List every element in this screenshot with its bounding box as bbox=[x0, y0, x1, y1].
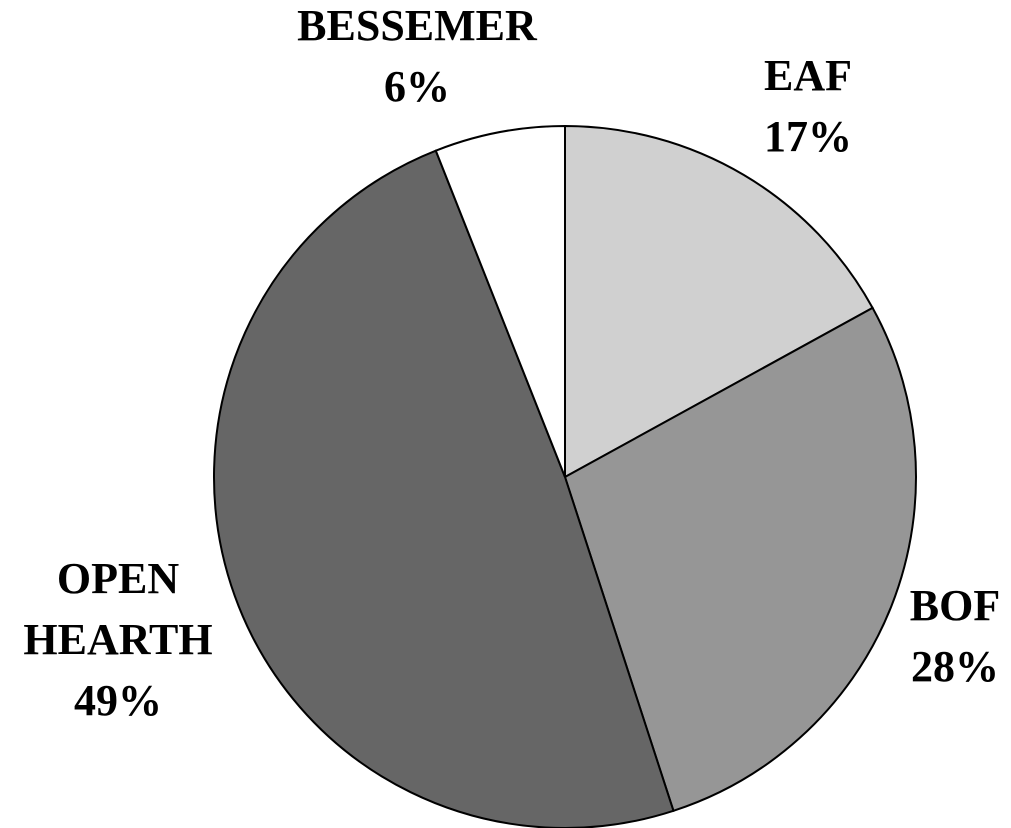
slice-label: BESSEMER bbox=[297, 1, 538, 50]
value-label: 6% bbox=[384, 62, 450, 111]
slice-label: BOF bbox=[910, 581, 1000, 630]
pie-slice bbox=[564, 124, 874, 479]
slice-label: EAF bbox=[764, 51, 852, 100]
slice-label: OPEN HEARTH bbox=[23, 554, 212, 664]
value-label: 28% bbox=[911, 642, 999, 691]
value-label: 49% bbox=[74, 676, 162, 725]
pie-slice bbox=[434, 124, 566, 478]
pie-slice bbox=[563, 306, 917, 813]
pie-slice bbox=[212, 149, 675, 828]
value-label: 17% bbox=[764, 112, 852, 161]
